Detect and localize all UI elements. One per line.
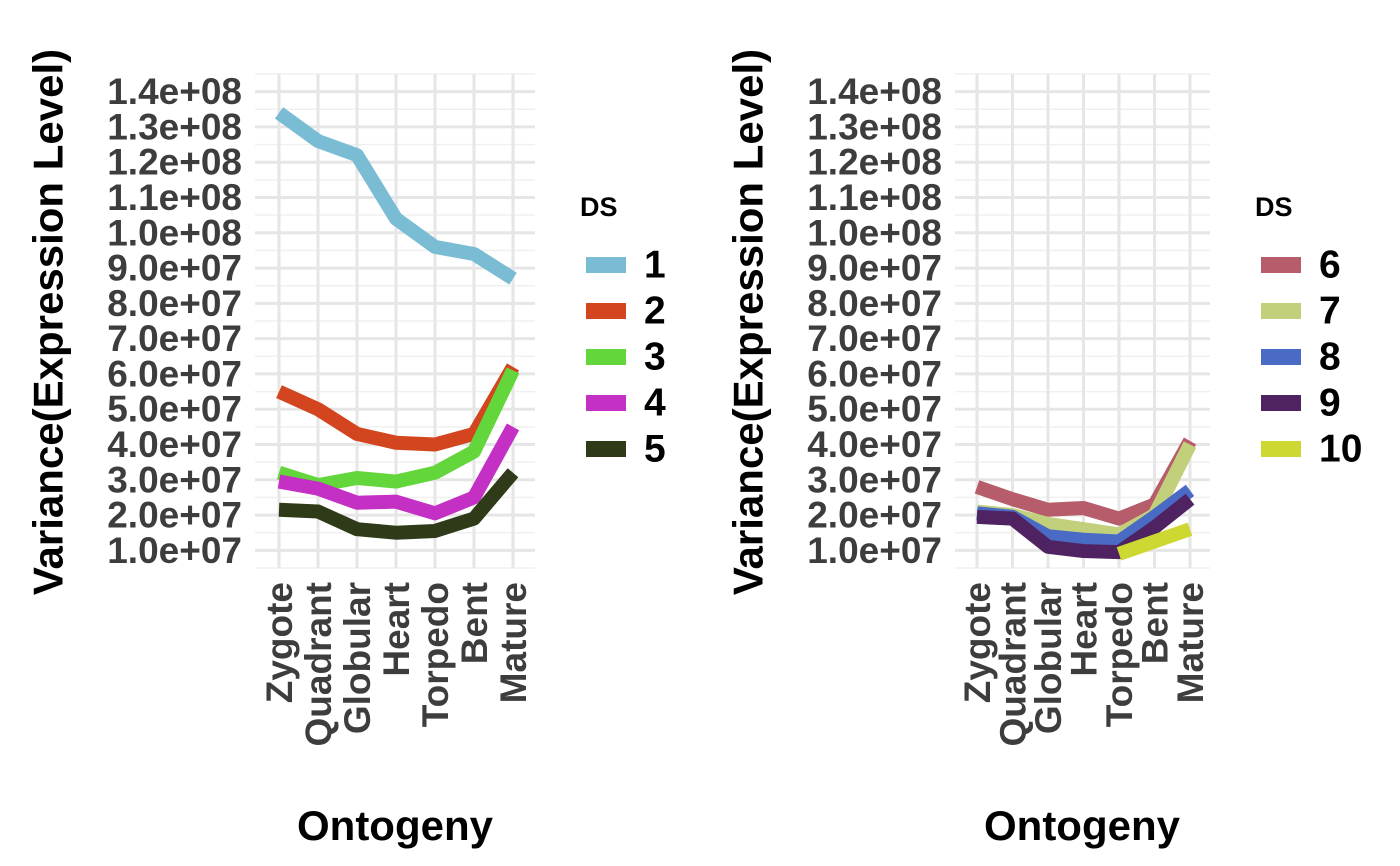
y-tick-label: 1.3e+08 — [807, 106, 942, 147]
x-tick-label: Bent — [454, 582, 495, 664]
series-line-5 — [278, 468, 519, 540]
legend-title: DS — [1255, 192, 1293, 222]
y-tick-label: 6.0e+07 — [107, 353, 242, 394]
legend-key-2 — [586, 303, 626, 319]
y-tick-label: 1.0e+08 — [807, 212, 942, 253]
legend-label-2: 2 — [644, 290, 666, 333]
y-tick-label: 8.0e+07 — [107, 283, 242, 324]
legend-label-4: 4 — [644, 382, 666, 425]
legend-key-4 — [586, 395, 626, 411]
x-axis-title: Ontogeny — [984, 802, 1181, 849]
chart-panel-1: 1.0e+072.0e+073.0e+074.0e+075.0e+076.0e+… — [25, 49, 667, 849]
y-axis-title: Variance(Expression Level) — [725, 49, 772, 595]
legend-label-7: 7 — [1319, 290, 1341, 333]
y-tick-label: 1.2e+08 — [107, 142, 242, 183]
y-tick-label: 9.0e+07 — [107, 248, 242, 289]
legend-key-7 — [1261, 303, 1301, 319]
series-line-10 — [1116, 522, 1193, 561]
y-tick-label: 1.1e+08 — [107, 177, 242, 218]
y-tick-label: 8.0e+07 — [807, 283, 942, 324]
y-tick-label: 1.1e+08 — [807, 177, 942, 218]
legend-label-1: 1 — [644, 244, 666, 287]
y-tick-label: 1.0e+07 — [807, 530, 942, 571]
legend-label-10: 10 — [1319, 428, 1362, 471]
y-tick-label: 3.0e+07 — [107, 459, 242, 500]
y-tick-label: 5.0e+07 — [107, 389, 242, 430]
y-tick-label: 1.4e+08 — [807, 71, 942, 112]
x-tick-label: Bent — [1135, 582, 1176, 664]
y-tick-label: 4.0e+07 — [107, 424, 242, 465]
legend-label-5: 5 — [644, 428, 666, 471]
x-tick-label: Heart — [376, 582, 417, 677]
x-tick-label: Mature — [1170, 582, 1211, 703]
y-tick-label: 3.0e+07 — [807, 459, 942, 500]
x-axis-title: Ontogeny — [297, 802, 494, 849]
y-tick-label: 1.3e+08 — [107, 106, 242, 147]
y-tick-label: 1.2e+08 — [807, 142, 942, 183]
legend-key-3 — [586, 349, 626, 365]
y-tick-label: 9.0e+07 — [807, 248, 942, 289]
y-tick-label: 7.0e+07 — [807, 318, 942, 359]
series-line-1 — [274, 107, 517, 285]
legend-title: DS — [580, 192, 618, 222]
legend-label-9: 9 — [1319, 382, 1341, 425]
legend-key-6 — [1261, 257, 1301, 273]
legend-key-10 — [1261, 441, 1301, 457]
y-tick-label: 5.0e+07 — [807, 389, 942, 430]
chart-panel-2: 1.0e+072.0e+073.0e+074.0e+075.0e+076.0e+… — [725, 49, 1363, 849]
legend-key-1 — [586, 257, 626, 273]
legend-key-9 — [1261, 395, 1301, 411]
x-tick-label: Torpedo — [1099, 582, 1140, 727]
y-axis-title: Variance(Expression Level) — [25, 49, 72, 595]
x-tick-label: Heart — [1064, 582, 1105, 677]
x-tick-label: Mature — [493, 582, 534, 703]
y-tick-label: 1.0e+08 — [107, 212, 242, 253]
x-tick-label: Quadrant — [298, 582, 339, 746]
legend-label-6: 6 — [1319, 244, 1341, 287]
y-tick-label: 6.0e+07 — [807, 353, 942, 394]
legend-key-8 — [1261, 349, 1301, 365]
x-tick-label: Zygote — [957, 582, 998, 703]
y-tick-label: 2.0e+07 — [107, 495, 242, 536]
x-tick-label: Quadrant — [993, 582, 1034, 746]
y-tick-label: 1.4e+08 — [107, 71, 242, 112]
x-tick-label: Zygote — [259, 582, 300, 703]
x-tick-label: Globular — [1028, 582, 1069, 734]
legend-label-8: 8 — [1319, 336, 1341, 379]
y-tick-label: 1.0e+07 — [107, 530, 242, 571]
y-tick-label: 4.0e+07 — [807, 424, 942, 465]
legend-key-5 — [586, 441, 626, 457]
series-line-9 — [976, 493, 1195, 560]
series-line-2 — [276, 363, 520, 452]
legend-label-3: 3 — [644, 336, 666, 379]
y-tick-label: 7.0e+07 — [107, 318, 242, 359]
y-tick-label: 2.0e+07 — [807, 495, 942, 536]
x-tick-label: Torpedo — [415, 582, 456, 727]
series-line-4 — [277, 423, 520, 521]
x-tick-label: Globular — [337, 582, 378, 734]
